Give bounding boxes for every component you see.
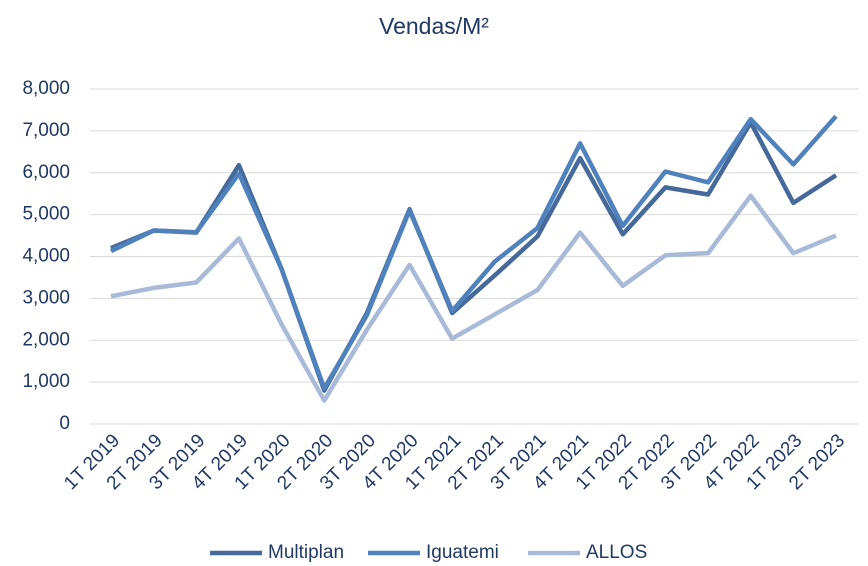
- legend-label: Iguatemi: [426, 542, 499, 563]
- y-tick-label: 6,000: [22, 162, 70, 183]
- y-tick-label: 4,000: [22, 246, 70, 267]
- series-line: [110, 193, 837, 403]
- y-tick-label: 1,000: [22, 371, 70, 392]
- series-line: [110, 120, 838, 393]
- y-tick-label: 0: [59, 413, 70, 434]
- legend-label: Multiplan: [268, 542, 344, 563]
- legend-label: ALLOS: [586, 542, 647, 563]
- y-tick-label: 2,000: [22, 329, 70, 350]
- y-tick-label: 8,000: [22, 78, 70, 99]
- y-tick-label: 5,000: [22, 204, 70, 225]
- series-line: [110, 114, 838, 391]
- chart-title: Vendas/M²: [379, 13, 489, 39]
- y-tick-label: 7,000: [22, 120, 70, 141]
- y-tick-label: 3,000: [22, 287, 70, 308]
